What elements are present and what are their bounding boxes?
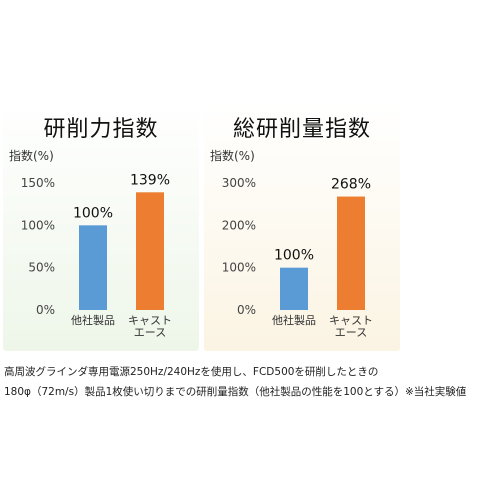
data-label: 139% — [130, 172, 170, 188]
bar — [79, 225, 107, 310]
y-tick-label: 0% — [36, 303, 55, 317]
x-tick-label: 他社製品 — [272, 313, 316, 327]
data-label: 100% — [274, 248, 314, 264]
y-axis-label: 指数(%) — [210, 148, 255, 163]
y-tick-label: 0% — [237, 303, 256, 317]
y-tick-label: 100% — [21, 218, 55, 232]
panel-title: 総研削量指数 — [232, 117, 371, 142]
y-tick-label: 300% — [222, 176, 256, 190]
footnote-line-1: 高周波グラインダ専用電源250Hz/240Hzを使用し、FCD500を研削したと… — [4, 366, 379, 378]
x-tick-label: エース — [335, 326, 367, 339]
bar — [280, 267, 308, 310]
bar — [136, 192, 164, 310]
x-tick-label: キャスト — [128, 314, 172, 327]
bar — [337, 196, 365, 310]
data-label: 100% — [73, 205, 113, 221]
y-tick-label: 200% — [222, 218, 256, 232]
x-tick-label: 他社製品 — [71, 313, 115, 327]
grinding-force-index-panel: 研削力指数 指数(%) 0% 50% 100% 150% 100% 他社製品 139% キャスト… — [3, 103, 199, 351]
y-tick-label: 150% — [21, 176, 55, 190]
y-tick-label: 50% — [28, 261, 55, 275]
data-label: 268% — [331, 177, 371, 193]
x-tick-label: キャスト — [329, 314, 373, 327]
panel-title: 研削力指数 — [43, 117, 159, 142]
x-tick-label: エース — [134, 326, 166, 339]
y-tick-label: 100% — [222, 261, 256, 275]
footnote-line-2: 180φ（72m/s）製品1枚使い切りまでの研削量指数（他社製品の性能を100と… — [4, 386, 467, 398]
total-grinding-index-panel: 総研削量指数 指数(%) 0% 100% 200% 300% 100% 他社製品 268% キャ… — [204, 103, 400, 351]
y-axis-label: 指数(%) — [9, 148, 54, 163]
